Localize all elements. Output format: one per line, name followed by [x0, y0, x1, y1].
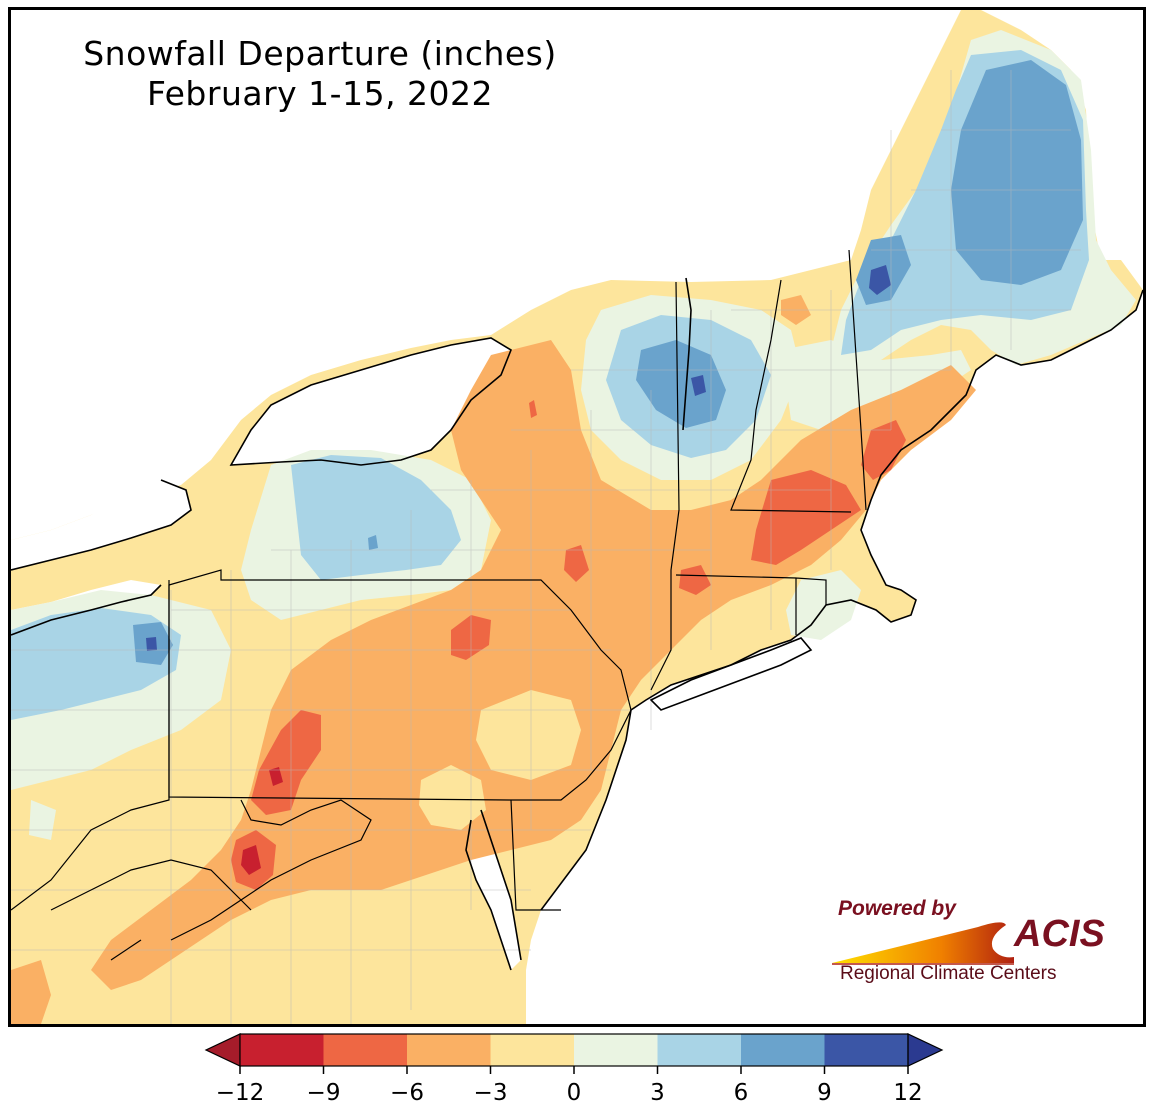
ocean [526, 290, 1143, 1024]
colorbar-bin [490, 1034, 574, 1066]
zone-9to12-nh [869, 265, 891, 295]
colorbar-bin [323, 1034, 407, 1066]
colorbar-tick-label: −12 [215, 1080, 265, 1106]
lake-erie-south-shore [11, 584, 162, 636]
lake-ontario-shore [229, 337, 512, 466]
colorbar-bin [574, 1034, 658, 1066]
zone-9to12-vermont [691, 375, 706, 396]
lake-ontario [231, 338, 511, 465]
zone-0to3-ma [786, 570, 861, 640]
acis-logo: Powered by ACIS Regional Climate Centers [828, 895, 1118, 995]
county-lines [11, 70, 1081, 1024]
colorbar-bin [657, 1034, 741, 1066]
colorbar-extend-low [204, 1033, 241, 1067]
zone-6to9-ny-spot [368, 535, 378, 550]
chesapeake-shore [465, 809, 522, 971]
logo-subtitle: Regional Climate Centers [840, 963, 1057, 984]
zone-m9tom6-pa-west [251, 710, 321, 815]
va-wv-boundary [50, 859, 252, 961]
zone-m3to0-nj [476, 690, 581, 780]
zone-m9tom6-ct [679, 565, 711, 595]
zone-m12tom9-wv [241, 845, 261, 875]
zone-3to6-westny [291, 455, 461, 580]
ma-ct-boundary [675, 574, 827, 635]
coastlines [11, 277, 1143, 971]
map-frame [8, 7, 1146, 1027]
colorbar-extend-high [907, 1033, 944, 1067]
colorbar-bin [407, 1034, 491, 1066]
md-de-boundary [510, 799, 561, 911]
atlantic-coast [540, 289, 1143, 911]
colorbar-tick-label: 12 [893, 1080, 923, 1106]
colorbar-tick-label: −6 [390, 1080, 424, 1106]
colorbar-tick-label: 0 [566, 1080, 582, 1106]
zone-m6tom3-main [91, 340, 976, 990]
map-subtitle: February 1-15, 2022 [146, 74, 494, 113]
colorbar-tick-label: 3 [650, 1080, 665, 1106]
lake-erie [11, 480, 191, 570]
ny-vt-boundary [650, 281, 680, 691]
zone-m9tom6-ma [751, 470, 861, 565]
state-boundaries [11, 249, 867, 961]
map-title: Snowfall Departure (inches) [83, 34, 557, 73]
champlain-lake [682, 277, 692, 431]
colorbar-legend [204, 1033, 944, 1074]
zone-m9tom6-ny-spot [529, 400, 537, 418]
zone-m9tom6-maine-coast [861, 420, 906, 480]
long-island [649, 637, 813, 711]
lake-erie-shore [11, 479, 192, 571]
long-island-sound [651, 638, 811, 710]
oh-pa-boundary [11, 580, 170, 911]
snowfall-departure-map [11, 10, 1143, 1024]
colorbar-tick-label: 9 [817, 1080, 832, 1106]
colorbar-tick-label: −9 [306, 1080, 341, 1106]
logo-acis-text: ACIS [1014, 913, 1105, 955]
zone-9to12-ohio [146, 637, 157, 651]
logo-powered-text: Powered by [838, 897, 956, 920]
colorbar-bin [741, 1034, 825, 1066]
vt-nh-boundary [730, 279, 852, 513]
zone-6to9-vermont [636, 340, 726, 428]
zone-m9tom6-ny-east [564, 545, 589, 582]
zone-m6tom3-wv-south [11, 960, 51, 1024]
pa-boundary [168, 569, 632, 801]
colorbar-tick-label: −3 [473, 1080, 508, 1106]
zone-m12tom9-pa [269, 767, 283, 786]
zone-m3to0-md [419, 765, 486, 830]
canada-white-north [11, 10, 961, 540]
zone-0to3-nh [781, 340, 971, 430]
canada-white-east [981, 10, 1143, 290]
colorbar-bin [240, 1034, 324, 1066]
nh-me-boundary [848, 249, 867, 511]
logo-swoosh-icon [832, 922, 1014, 965]
colorbar-bin [824, 1034, 908, 1066]
zone-6to9-maine [951, 60, 1083, 285]
colorbar-tick-label: 6 [733, 1080, 749, 1106]
wv-md-boundary [170, 799, 372, 941]
